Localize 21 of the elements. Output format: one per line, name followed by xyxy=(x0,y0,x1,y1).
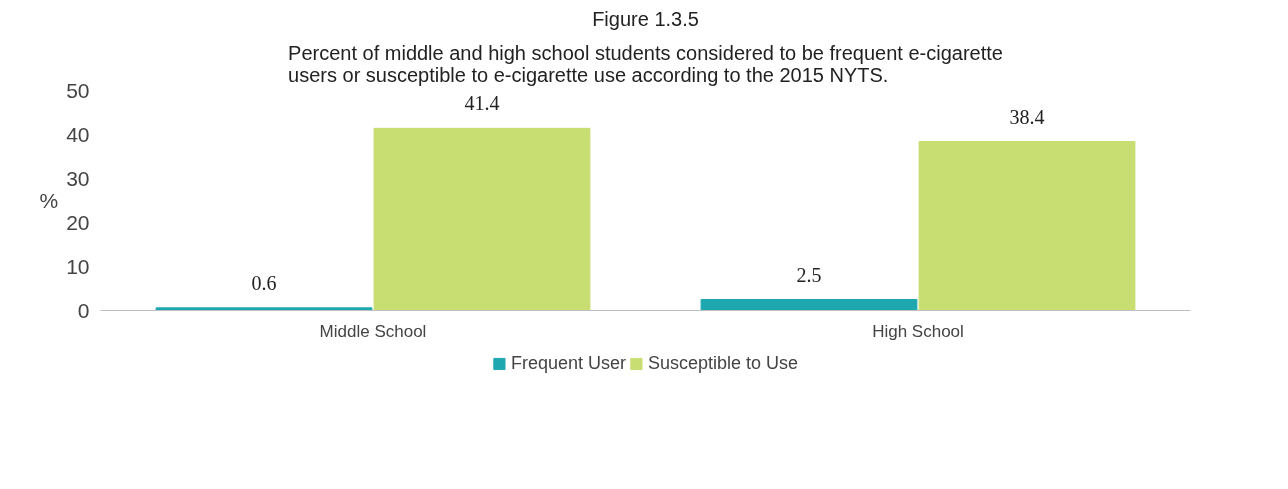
y-tick-label: 30 xyxy=(66,166,90,190)
y-tick-label: 10 xyxy=(66,254,90,278)
data-label: 38.4 xyxy=(1009,105,1045,128)
data-label: 0.6 xyxy=(251,271,277,294)
y-tick-label: 40 xyxy=(66,122,90,146)
y-tick-label: 50 xyxy=(66,78,90,102)
chart-subtitle: Percent of middle and high school students considered to be frequent e-cigarette users or susceptible to e-cigarette use according to the 2015 NYTS. xyxy=(288,41,1003,86)
bar xyxy=(155,307,373,311)
bar xyxy=(918,141,1136,311)
y-tick-label: 0 xyxy=(77,298,90,322)
chart-title: Figure 1.3.5 xyxy=(592,7,699,30)
data-label: 2.5 xyxy=(796,263,822,286)
bar xyxy=(700,299,918,311)
x-tick-label: Middle School xyxy=(319,321,427,341)
y-tick-label: 20 xyxy=(66,210,90,234)
legend-label: Frequent User xyxy=(510,352,626,374)
legend-label: Susceptible to Use xyxy=(647,352,799,374)
data-label: 41.4 xyxy=(464,92,500,115)
x-tick-label: High School xyxy=(872,321,964,341)
y-axis-title: % xyxy=(39,189,59,212)
bar xyxy=(373,127,591,311)
